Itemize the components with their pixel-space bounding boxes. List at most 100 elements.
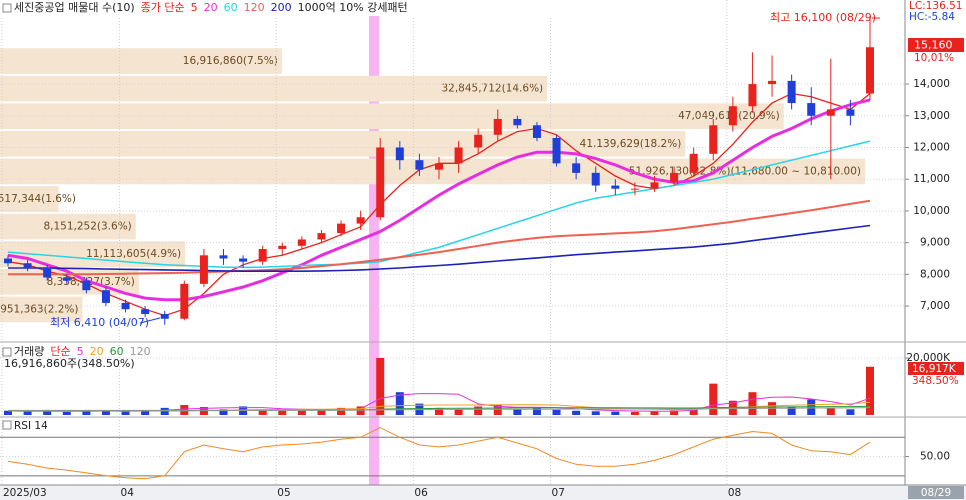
volume-info: 16,916,860주(348.50%) [4,357,135,370]
candle-body [23,263,32,269]
candle-body [219,255,228,259]
volume-bar [395,392,404,415]
profile-bar [0,158,865,185]
profile-label: 4,951,363(2.2%) [0,303,78,315]
last-date-box [908,486,964,499]
candle-body [121,302,130,310]
candle-body [376,147,385,218]
candle-body [454,147,463,164]
candle-body [337,223,346,234]
candle-body [43,268,52,278]
volume-bar [630,411,639,415]
legend-entry: 120 [244,1,265,14]
x-tick-label: 05 [277,487,290,499]
y-tick-label: 13,000 [913,110,950,122]
grid [0,0,905,485]
candle-body [807,103,816,116]
candle-body [709,125,718,154]
price-profile: 16,916,860(7.5%)32,845,712(14.6%)47,049,… [0,48,865,323]
y-tick-label: 20,000K [906,352,951,364]
volume-bar [121,411,130,415]
legend-entry: 60 [224,1,238,14]
candle-body [670,172,679,183]
volume-bar [591,411,600,415]
profile-bar [0,103,784,130]
x-tick-label: 07 [552,487,565,499]
y-tick-label: 50.00 [920,451,950,463]
legend: 세진중공업 매물대 수(10) 종가 단순 5 20 60 120 200 1000억 10%… [0,0,600,358]
candle-body [532,125,541,138]
x-tick-label: 04 [121,487,135,499]
profile-label: 8,151,252(3.6%) [43,221,131,233]
ma-line [8,224,871,272]
volume-bar [611,411,620,415]
profile-bar [0,75,548,102]
candle-body [141,309,150,314]
rsi-icon [2,420,12,430]
candle-body [846,109,855,116]
candle-body [513,118,522,126]
volume-bar [141,410,150,415]
candle-body [82,280,91,291]
x-tick-label: 08 [728,487,741,499]
volume-bar [826,407,835,415]
axes: 7,000 8,000 9,000 10,000 11,000 12,000 13,000 1… [3,78,964,499]
legend-pattern: 1000억 10% 강세패턴 [298,1,408,14]
candle-body [199,255,208,284]
candle-body [415,160,424,170]
legend-entry: 120 [130,345,151,358]
volume-box [908,362,964,375]
x-tick-label: 2025/03 [3,487,47,499]
lc-label: LC:136.51 [909,0,962,12]
y-tick-label: 12,000 [913,141,950,153]
hc-label: HC:-5.84 [909,11,955,23]
volume-ratio: 348.50% [912,375,959,387]
profile-label: 41,139,629(18.2%) [580,138,682,150]
volume-bar [23,411,32,415]
y-tick-label: 14,000 [913,78,950,90]
rsi-line [7,427,871,480]
volume-bar [787,406,796,415]
volume-bar [748,392,757,415]
volume-bar [337,407,346,415]
volume-last: 16,917K [912,363,957,375]
legend-entry: 60 [110,345,124,358]
candle-body [689,153,698,173]
right-axis-bg [905,0,966,485]
candle-body [474,134,483,148]
candle-body [356,217,365,224]
ma-line [8,199,871,276]
volume-bar [435,407,443,415]
candle-body [239,258,248,262]
volume-bar [101,410,110,415]
candle-body [552,137,561,164]
profile-bar [0,186,59,212]
candle-body [591,172,600,186]
volume-bar [689,407,698,415]
volume-bar [513,409,522,415]
x-tick-label: 06 [414,487,428,499]
signal-highlight [369,0,379,485]
x-tick-label: 08/29 [921,487,951,499]
price-box [908,38,964,52]
candle-body [101,290,110,303]
plot [4,17,874,480]
volume-bar [43,411,52,415]
ma-line [7,98,871,302]
volume-bar [552,409,561,415]
y-tick-label: 8,000 [920,268,950,280]
volume-bar [572,410,581,415]
volume-bar [278,410,287,415]
legend-title: 세진중공업 매물대 수(10) [14,1,135,14]
candle-body [866,47,874,94]
ma-line [7,140,871,269]
volume-bar [62,411,71,415]
volume-bar [670,410,679,415]
profile-label: 16,916,860(7.5%) [183,55,278,67]
candle-body [160,313,169,319]
y-tick-label: 11,000 [913,173,950,185]
legend-icon [2,347,12,357]
volume-bar [4,410,12,415]
volume-bar [474,406,483,415]
volume-bar [454,409,463,415]
